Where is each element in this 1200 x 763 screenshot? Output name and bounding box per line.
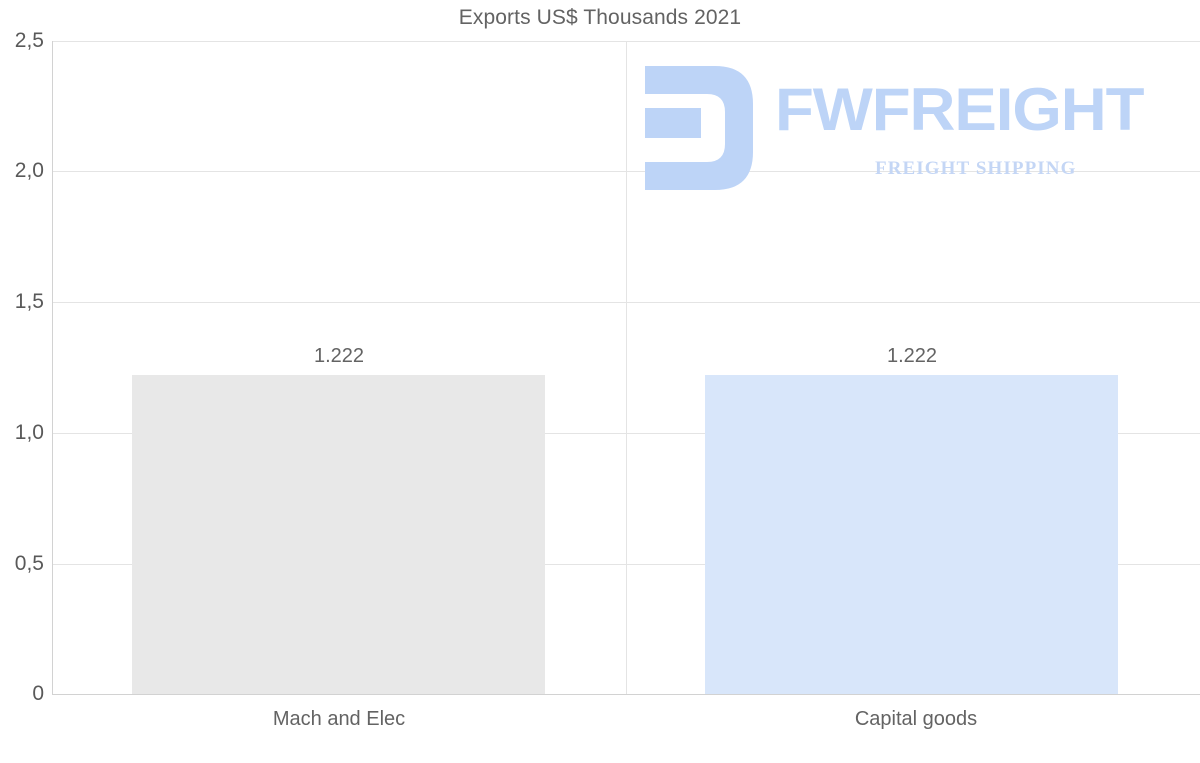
plot-area (52, 41, 1200, 695)
y-axis-tick-label: 0 (32, 682, 44, 705)
y-axis-tick-label: 1,0 (14, 421, 44, 444)
y-axis-line (52, 41, 53, 695)
y-axis-tick-label: 0,5 (14, 552, 44, 575)
y-axis-tick-label: 2,5 (14, 29, 44, 52)
bar-value-label: 1.222 (313, 345, 365, 367)
gridline-baseline (52, 694, 1200, 695)
bar-mach-and-elec[interactable] (132, 375, 545, 694)
x-axis-category-label: Mach and Elec (272, 708, 406, 730)
bar-capital-goods[interactable] (705, 375, 1118, 694)
y-axis-tick-label: 2,0 (14, 159, 44, 182)
y-axis-tick-label: 1,5 (14, 290, 44, 313)
bar-value-label: 1.222 (886, 345, 938, 367)
category-divider (626, 41, 627, 694)
chart-title: Exports US$ Thousands 2021 (458, 6, 742, 29)
x-axis-category-label: Capital goods (854, 708, 978, 730)
